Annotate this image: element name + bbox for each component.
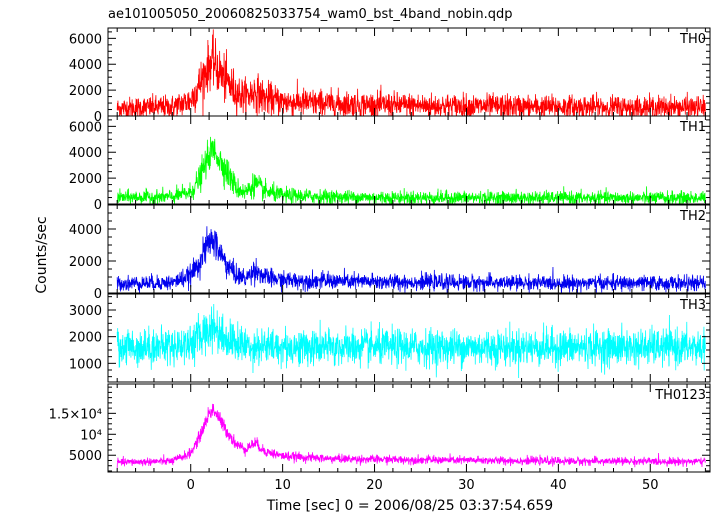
panel-frame	[107, 293, 711, 383]
panel-label: TH1	[679, 120, 706, 135]
y-tick-label: 0	[94, 287, 102, 302]
panel-th1: 0 2000 4000 6000 TH1	[69, 115, 711, 213]
x-tick-label: 30	[458, 478, 475, 493]
y-tick-label: 2000	[69, 331, 102, 346]
y-tick-label: 2000	[69, 84, 102, 99]
panel-frame	[107, 115, 711, 205]
series-th0123	[116, 403, 706, 468]
y-tick-label: 4000	[69, 58, 102, 73]
series-th3	[116, 303, 706, 379]
x-tick-label: 10	[274, 478, 291, 493]
y-tick-label: 6000	[69, 120, 102, 135]
panel-th3: 1000 2000 3000 TH3	[69, 293, 711, 383]
y-tick-label: 1000	[69, 357, 102, 372]
panel-label: TH0123	[654, 388, 706, 403]
y-tick-label: 3000	[69, 304, 102, 319]
chart-title: ae101005050_20060825033754_wam0_bst_4ban…	[108, 7, 513, 22]
y-tick-label: 1.5×10⁴	[49, 407, 102, 422]
x-tick-label: 20	[366, 478, 383, 493]
y-tick-label: 5000	[69, 449, 102, 464]
y-tick-label: 4000	[69, 146, 102, 161]
series-th2	[116, 226, 706, 293]
series-th1	[116, 136, 706, 204]
y-tick-label: 10⁴	[80, 428, 102, 443]
panel-label: TH3	[679, 298, 706, 313]
panel-label: TH2	[679, 209, 706, 224]
y-tick-label: 0	[94, 198, 102, 213]
series-th0	[116, 29, 706, 116]
panel-label: TH0	[679, 32, 706, 47]
y-tick-label: 0	[94, 110, 102, 125]
y-tick-label: 6000	[69, 32, 102, 47]
y-tick-label: 4000	[69, 223, 102, 238]
x-tick-label: 40	[550, 478, 567, 493]
y-tick-label: 2000	[69, 172, 102, 187]
panel-th0123: 5000 10⁴ 1.5×10⁴ TH0123	[49, 383, 711, 473]
panel-th2: 0 2000 4000 TH2	[69, 204, 711, 302]
panel-frame	[107, 383, 711, 473]
x-tick-label: 50	[642, 478, 659, 493]
panel-frame	[107, 204, 711, 294]
y-tick-label: 2000	[69, 255, 102, 270]
x-axis-label: Time [sec] 0 = 2006/08/25 03:37:54.659	[266, 498, 553, 514]
x-tick-label: 0	[187, 478, 195, 493]
y-axis-label: Counts/sec	[34, 216, 50, 293]
